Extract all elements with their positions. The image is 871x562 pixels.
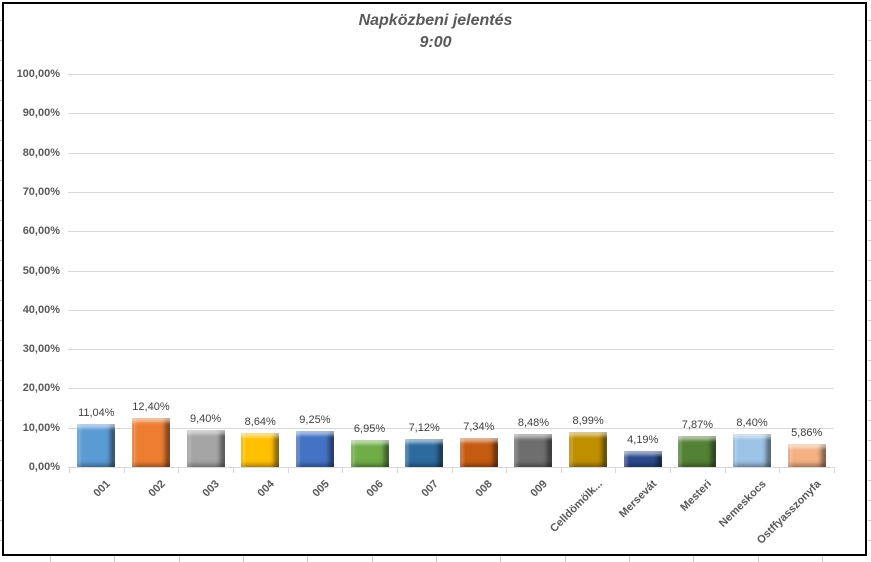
worksheet-column-gridline-stub — [629, 556, 630, 562]
worksheet-column-gridline-stub — [243, 556, 244, 562]
worksheet-column-gridline-stub — [822, 556, 823, 562]
worksheet-column-gridline-stub — [758, 556, 759, 562]
worksheet-column-gridline-stub — [50, 556, 51, 562]
worksheet-column-gridline-stub — [500, 556, 501, 562]
worksheet-column-gridline-stub — [114, 556, 115, 562]
chart-area[interactable] — [2, 2, 867, 556]
worksheet-column-gridline-stub — [693, 556, 694, 562]
worksheet-column-gridline-stub — [179, 556, 180, 562]
worksheet-column-gridline-stub — [565, 556, 566, 562]
worksheet-column-gridline-stub — [372, 556, 373, 562]
worksheet-column-gridline-stub — [307, 556, 308, 562]
worksheet-column-gridline-stub — [436, 556, 437, 562]
